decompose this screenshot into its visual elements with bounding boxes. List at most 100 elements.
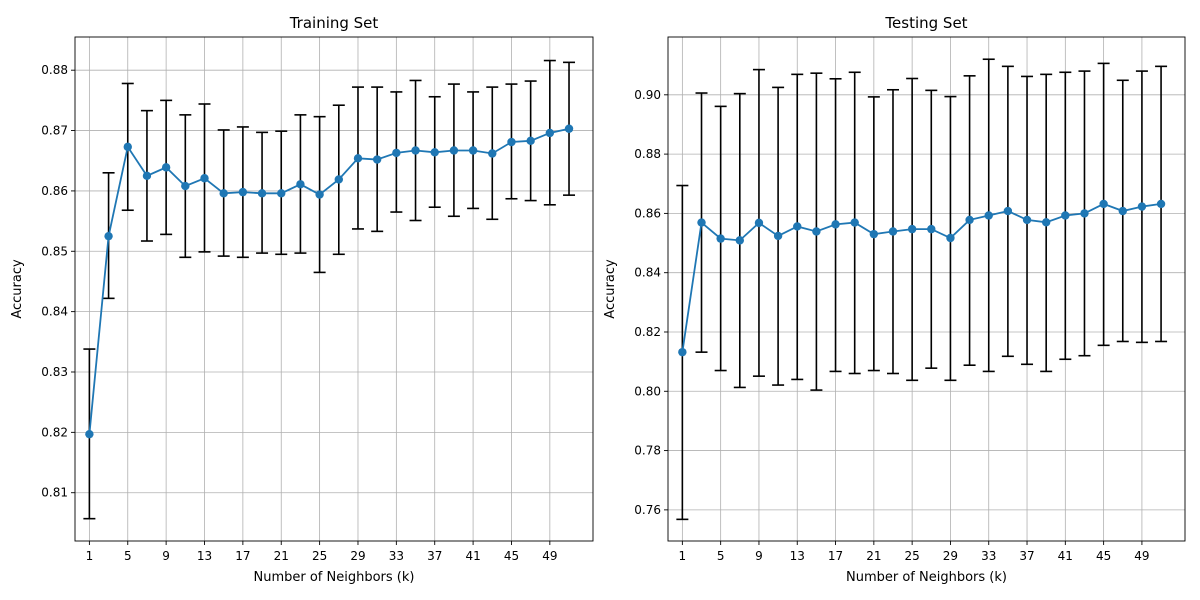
testing-point-k45 [1099, 199, 1108, 209]
training-point-k25 [315, 190, 324, 199]
testing-point-k21 [869, 229, 879, 239]
training-point-k39 [449, 146, 459, 155]
training-title: Training Set [289, 14, 379, 32]
training-point-k7 [142, 171, 152, 181]
testing-point-k37 [1022, 215, 1032, 225]
testing-point-k27 [927, 224, 936, 234]
training-y-tick-label-0.87: 0.87 [41, 124, 68, 138]
training-y-tick-label-0.84: 0.84 [41, 305, 68, 319]
testing-x-tick-label-33: 33 [981, 549, 996, 563]
testing-point-k13 [793, 222, 802, 231]
training-point-k33 [392, 148, 401, 158]
testing-y-tick-label-0.76: 0.76 [634, 503, 661, 517]
testing-x-tick-label-9: 9 [755, 549, 763, 563]
testing-set-panel: 1 5 9 13 17 21 25 29 33 37 41 45 49 0.76 0.78 0.80 0.82 0… [603, 14, 1186, 585]
training-x-tick-label-1: 1 [86, 549, 94, 563]
training-x-tick-label-25: 25 [312, 549, 327, 563]
testing-x-tick-label-41: 41 [1058, 549, 1073, 563]
training-point-k35 [411, 146, 420, 155]
testing-x-axis-label: Number of Neighbors (k) [846, 570, 1007, 585]
testing-point-k29 [946, 233, 955, 243]
training-point-k27 [334, 175, 343, 184]
training-point-k37 [430, 148, 439, 157]
training-point-k31 [372, 155, 382, 164]
testing-grid [668, 37, 1185, 541]
training-x-tick-label-41: 41 [465, 549, 480, 563]
testing-point-k9 [754, 218, 764, 228]
testing-point-k23 [888, 227, 898, 236]
testing-x-tick-label-21: 21 [866, 549, 881, 563]
testing-x-tick-label-37: 37 [1019, 549, 1034, 563]
training-accuracy-line [88, 127, 570, 435]
training-y-tick-label-0.83: 0.83 [41, 365, 68, 379]
training-point-k15 [219, 189, 228, 198]
training-point-k5 [123, 142, 132, 152]
training-point-k3 [104, 231, 113, 241]
testing-plot-frame [667, 36, 1186, 542]
training-grid [75, 37, 593, 541]
training-x-tick-label-13: 13 [197, 549, 212, 563]
testing-y-axis-label: Accuracy [603, 259, 618, 319]
training-point-k45 [507, 137, 516, 147]
training-point-k49 [545, 128, 555, 138]
training-series [85, 124, 574, 439]
testing-point-k7 [735, 236, 745, 245]
training-point-k13 [200, 174, 209, 183]
testing-series [678, 199, 1166, 357]
training-point-k43 [488, 149, 497, 158]
testing-title: Testing Set [884, 14, 967, 32]
training-x-axis-label: Number of Neighbors (k) [254, 570, 415, 585]
testing-point-k17 [831, 220, 840, 229]
training-x-tick-label-33: 33 [389, 549, 404, 563]
testing-point-k39 [1041, 218, 1051, 227]
training-y-tick-label-0.88: 0.88 [41, 63, 68, 77]
testing-point-k5 [716, 234, 725, 243]
testing-point-k49 [1137, 202, 1147, 211]
training-set-panel: 1 5 9 13 17 21 25 29 33 37 41 45 49 0.81 0.82 0.83 0.84 0… [10, 14, 594, 585]
testing-y-tick-label-0.88: 0.88 [634, 147, 661, 161]
testing-x-tick-label-1: 1 [679, 549, 687, 563]
training-point-k21 [277, 189, 286, 198]
training-x-tick-label-17: 17 [235, 549, 250, 563]
testing-point-k33 [984, 211, 993, 220]
training-y-tick-label-0.86: 0.86 [41, 184, 68, 198]
testing-point-k41 [1061, 211, 1070, 220]
testing-x-tick-label-29: 29 [943, 549, 958, 563]
training-axes-frame [74, 36, 594, 542]
testing-point-k1 [678, 347, 687, 357]
testing-point-k35 [1003, 206, 1013, 216]
testing-y-tick-label-0.8: 0.80 [634, 384, 661, 398]
testing-point-k31 [965, 215, 974, 225]
testing-point-k43 [1080, 209, 1089, 218]
training-y-tick-label-0.85: 0.85 [41, 244, 68, 258]
testing-point-k47 [1118, 206, 1127, 216]
training-x-tick-label-21: 21 [274, 549, 289, 563]
training-x-tick-label-5: 5 [124, 549, 132, 563]
testing-y-tick-label-0.86: 0.86 [634, 206, 661, 220]
testing-point-k25 [907, 224, 917, 234]
training-error-bars [83, 59, 576, 520]
training-point-k19 [257, 189, 267, 198]
testing-axes-frame [667, 36, 1186, 542]
testing-point-k15 [812, 227, 821, 236]
testing-x-tick-label-49: 49 [1134, 549, 1149, 563]
training-x-tick-label-45: 45 [504, 549, 519, 563]
training-point-k9 [161, 163, 171, 172]
testing-point-k11 [773, 231, 783, 241]
testing-x-tick-label-13: 13 [790, 549, 805, 563]
training-x-tick-label-49: 49 [542, 549, 557, 563]
testing-point-k51 [1156, 199, 1166, 209]
testing-y-tick-label-0.78: 0.78 [634, 444, 661, 458]
testing-x-tick-label-5: 5 [717, 549, 725, 563]
testing-accuracy-line [681, 202, 1162, 353]
training-plot-frame [74, 36, 594, 542]
training-point-k47 [526, 136, 535, 146]
testing-x-tick-label-45: 45 [1096, 549, 1111, 563]
testing-point-k19 [850, 218, 859, 227]
training-point-k11 [181, 181, 190, 191]
training-y-axis-label: Accuracy [10, 259, 25, 319]
testing-y-tick-label-0.84: 0.84 [634, 266, 661, 280]
training-x-tick-label-9: 9 [162, 549, 170, 563]
training-y-tick-label-0.81: 0.81 [41, 486, 68, 500]
